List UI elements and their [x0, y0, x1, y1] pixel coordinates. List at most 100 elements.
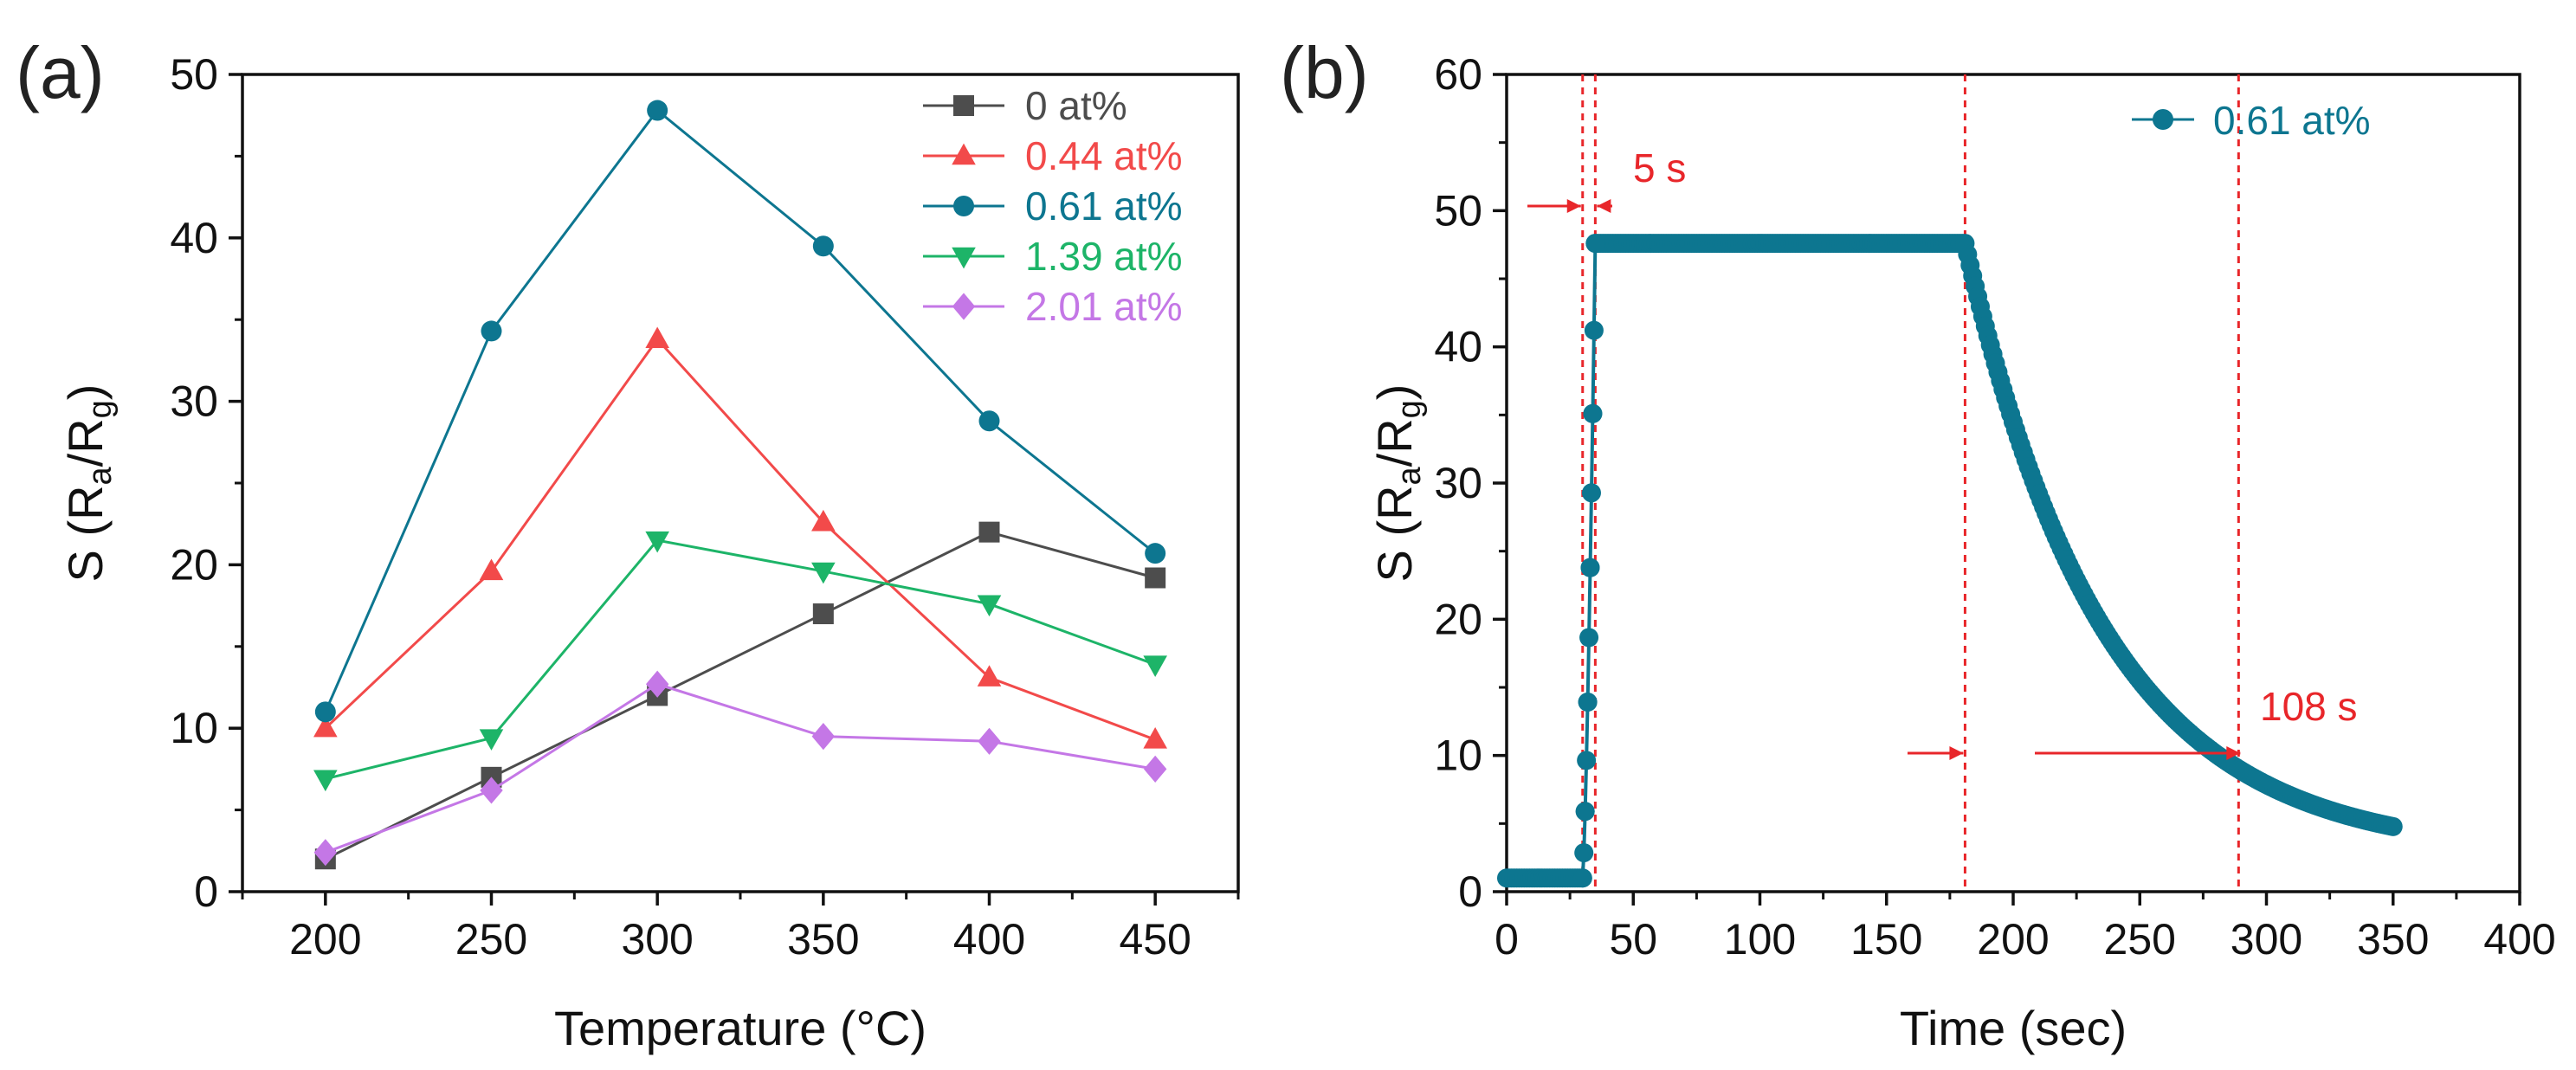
panel-a-data-point: [811, 723, 836, 751]
panel-b-x-tick-label: 50: [1609, 915, 1657, 964]
panel-b-x-tick-label: 200: [1977, 915, 2049, 964]
panel-a-data-point: [1143, 727, 1167, 749]
panel-b-data-point: [1575, 802, 1595, 822]
panel-a-series-1-39-at-: [313, 531, 1167, 792]
panel-b-y-tick-label: 50: [1434, 186, 1482, 235]
panel-b-x-tick-label: 150: [1850, 915, 1922, 964]
legend-marker: [953, 95, 974, 116]
panel-a-series-line: [324, 108, 1157, 712]
panel-b-y-tick-label: 30: [1434, 459, 1482, 507]
panel-a-x-tick-label: 300: [621, 915, 693, 964]
panel-b-x-tick-label: 300: [2231, 915, 2302, 964]
panel-b-y-axis-title: S (Ra/Rg): [1367, 384, 1428, 583]
panel-a-data-point: [978, 410, 1000, 432]
panel-b-y-tick-label: 60: [1434, 50, 1482, 99]
panel-a-data-point: [313, 839, 338, 867]
panel-b-data-point: [1577, 751, 1597, 770]
panel-b-data-point: [1583, 403, 1603, 423]
panel-a-x-tick-label: 450: [1119, 915, 1191, 964]
panel-a-data-point: [977, 665, 1002, 686]
panel-b-data-point: [1585, 234, 1605, 254]
recovery-time-label: 108 s: [2260, 684, 2358, 729]
panel-b-data-point: [1584, 320, 1604, 340]
panel-a-data-point: [313, 770, 338, 792]
panel-a-y-tick-label: 40: [170, 214, 218, 262]
panel-b-x-tick-label: 100: [1724, 915, 1796, 964]
panel-b-plot-frame: [1505, 73, 2521, 893]
panel-b-y-tick-label: 10: [1434, 732, 1482, 780]
panel-a-series-0-at-: [314, 521, 1166, 870]
panel-b-data-point: [1579, 628, 1599, 648]
panel-a-data-point: [313, 715, 338, 738]
panel-a-data-point: [811, 562, 836, 584]
legend-label: 0.61 at%: [2213, 98, 2371, 143]
panel-a-series-line: [325, 538, 1156, 781]
panel-a-series-line: [325, 682, 1156, 854]
panel-a-data-point: [645, 326, 669, 349]
panel-a-data-point: [812, 235, 834, 257]
panel-b-series-0-61-at: [1497, 234, 2403, 888]
panel-a-data-point: [481, 320, 502, 342]
panel-a: (a) 200 250 300 350 400 450 0 10 20 30 40 50 0 at%…: [16, 32, 1240, 1055]
legend-marker: [952, 293, 976, 320]
legend-label: 2.01 at%: [1025, 284, 1183, 329]
legend-label: 0 at%: [1025, 83, 1127, 128]
panel-b-annotation-arrow: [2035, 746, 2241, 760]
panel-b: (b) 0 50 100 150 200 250 300 350 400 0 10 20 30 40 50…: [1280, 32, 2556, 1055]
panel-a-data-point: [978, 727, 1001, 755]
panel-b-legend: 0.61 at%: [2132, 98, 2371, 143]
panel-a-y-tick-label: 20: [170, 540, 218, 589]
panel-b-y-tick-label: 20: [1434, 595, 1482, 643]
panel-a-label: (a): [16, 32, 105, 113]
panel-b-data-point: [1581, 483, 1601, 503]
panel-b-annotation-arrow: [1597, 199, 1612, 213]
panel-a-series-2-01-at-: [313, 670, 1167, 867]
panel-a-series-0-44-at-: [313, 326, 1167, 749]
panel-b-x-tick-label: 350: [2357, 915, 2429, 964]
panel-a-x-tick-label: 250: [455, 915, 527, 964]
panel-b-y-tick-label: 40: [1434, 323, 1482, 371]
panel-a-data-point: [645, 531, 669, 553]
panel-a-y-tick-label: 50: [170, 50, 218, 99]
panel-a-data-point: [314, 701, 336, 723]
legend-label: 1.39 at%: [1025, 234, 1183, 279]
panel-a-data-point: [977, 595, 1002, 617]
panel-a-y-axis-title: S (Ra/Rg): [58, 384, 119, 583]
panel-a-data-point: [1143, 655, 1167, 677]
panel-b-label: (b): [1280, 32, 1369, 113]
panel-a-data-point: [811, 509, 836, 532]
panel-a-data-point: [479, 729, 504, 751]
panel-a-x-tick-label: 350: [787, 915, 859, 964]
panel-a-series-line: [324, 337, 1156, 741]
legend-marker: [952, 143, 976, 165]
panel-a-data-point: [1145, 567, 1166, 589]
panel-a-x-tick-label: 200: [289, 915, 361, 964]
panel-b-data-point: [1574, 843, 1594, 863]
legend-marker: [2153, 109, 2173, 130]
response-time-label: 5 s: [1633, 145, 1686, 190]
panel-a-y-tick-label: 0: [194, 867, 218, 916]
panel-b-data-point: [1572, 868, 1592, 888]
panel-a-data-point: [978, 521, 1000, 543]
panel-a-data-point: [645, 670, 669, 698]
legend-label: 0.61 at%: [1025, 184, 1183, 229]
panel-b-y-tick-label: 0: [1458, 867, 1482, 916]
panel-b-annotation-arrow: [1527, 199, 1581, 213]
panel-b-data-point: [1578, 692, 1598, 712]
panel-a-series-line: [325, 531, 1156, 861]
panel-b-x-tick-label: 0: [1495, 915, 1519, 964]
panel-a-y-tick-label: 30: [170, 377, 218, 426]
legend-label: 0.44 at%: [1025, 133, 1183, 178]
panel-b-x-tick-label: 250: [2104, 915, 2176, 964]
panel-b-data-point: [2383, 816, 2403, 836]
legend-marker: [953, 196, 974, 216]
panel-a-data-point: [479, 558, 504, 581]
panel-b-x-tick-label: 400: [2483, 915, 2555, 964]
panel-a-series-0-61-at-: [314, 100, 1166, 723]
panel-a-legend: 0 at% 0.44 at% 0.61 at% 1.39 at% 2.01 at%: [923, 83, 1183, 329]
panel-a-data-point: [1145, 543, 1166, 564]
panel-a-x-tick-label: 400: [953, 915, 1025, 964]
panel-b-data-point: [1580, 558, 1600, 577]
panel-b-annotation-arrow: [1908, 746, 1964, 760]
